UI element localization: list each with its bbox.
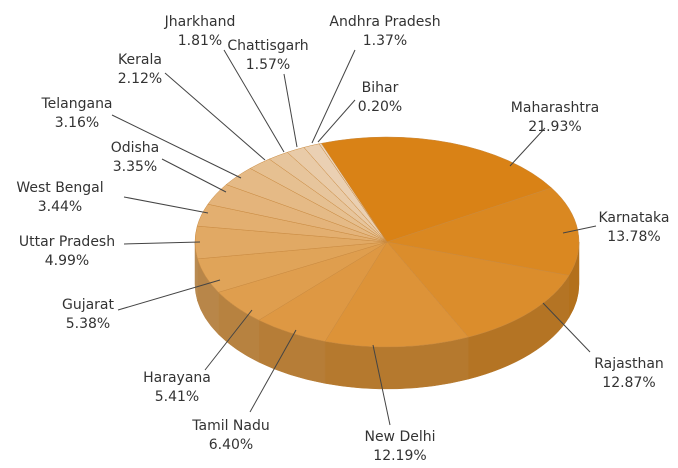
labels: Maharashtra 21.93% Karnataka 13.78% Rajastha… <box>16 14 669 464</box>
slice-value: 5.41% <box>155 389 199 405</box>
leader-line <box>562 225 597 234</box>
slice-label: Harayana <box>143 370 211 386</box>
slice-label: Kerala <box>118 52 162 68</box>
leader-line <box>509 127 546 167</box>
slice-label: Rajasthan <box>594 356 664 372</box>
slice-label: Maharashtra <box>511 100 599 116</box>
slice-value: 1.57% <box>246 57 290 73</box>
slice-label: Bihar <box>362 80 399 96</box>
slice-label: Odisha <box>111 140 160 156</box>
slice-value: 2.12% <box>118 71 162 87</box>
slice-value: 12.19% <box>373 448 426 464</box>
leader-line <box>164 72 266 161</box>
slice-value: 3.16% <box>55 115 99 131</box>
slice-value: 4.99% <box>45 253 89 269</box>
slice-value: 13.78% <box>607 229 660 245</box>
slice-label: Uttar Pradesh <box>19 234 115 250</box>
leader-line <box>123 196 209 214</box>
slice-value: 6.40% <box>209 437 253 453</box>
leader-line <box>283 73 298 148</box>
slice-label: New Delhi <box>364 429 435 445</box>
slice-value: 1.37% <box>363 33 407 49</box>
leader-line <box>317 99 356 143</box>
leader-line <box>117 279 221 311</box>
slice <box>318 143 388 243</box>
slice-label: Tamil Nadu <box>191 418 270 434</box>
leader-line <box>111 114 242 179</box>
slice-value: 1.81% <box>178 33 222 49</box>
slice-label: Jharkhand <box>164 14 236 30</box>
slice-label: West Bengal <box>16 180 103 196</box>
slice-label: Chattisgarh <box>227 38 308 54</box>
leader-line <box>372 344 391 426</box>
slice-label: Andhra Pradesh <box>329 14 440 30</box>
leader-line <box>123 241 201 245</box>
leader-line <box>249 329 297 413</box>
slice-value: 5.38% <box>66 316 110 332</box>
slice <box>386 187 580 276</box>
leader-line <box>161 158 227 193</box>
slice <box>320 136 553 243</box>
slice <box>324 241 469 348</box>
slice-value: 0.20% <box>358 99 402 115</box>
slice-value: 12.87% <box>602 375 655 391</box>
slice-label: Gujarat <box>62 297 115 313</box>
slice-label: Karnataka <box>599 210 670 226</box>
slice-value: 3.35% <box>113 159 157 175</box>
slice <box>386 241 570 338</box>
slice-value: 21.93% <box>528 119 581 135</box>
leader-line <box>204 309 253 371</box>
slice-value: 3.44% <box>38 199 82 215</box>
slice-label: Telangana <box>40 96 112 112</box>
pie-tops <box>194 136 580 348</box>
leader-line <box>223 49 285 153</box>
leader-line <box>542 302 591 353</box>
leader-line <box>311 49 356 144</box>
